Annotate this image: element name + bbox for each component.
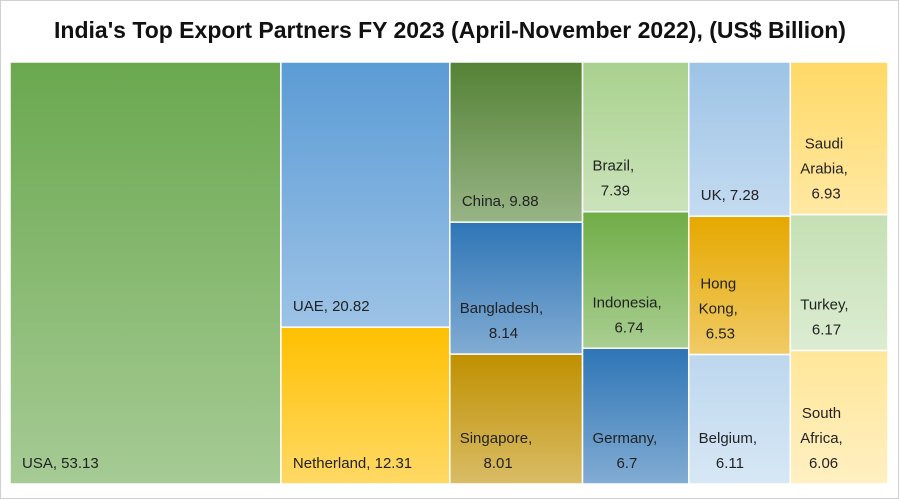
cell-label: Singapore, 8.01 [460,430,537,472]
treemap-cell [449,353,584,485]
cell-label: Germany, 6.7 [592,430,661,472]
treemap-cell [789,349,889,485]
cell-label: South Africa, 6.06 [800,405,847,472]
treemap-cell [581,210,690,350]
chart-title: India's Top Export Partners FY 2023 (Apr… [54,17,846,43]
treemap-cell [449,61,584,223]
cell-label: USA, 53.13 [22,455,99,472]
cell-label: Indonesia, 6.74 [592,294,665,336]
cell-label: Bangladesh, 8.14 [460,300,548,342]
cell-label: Saudi Arabia, 6.93 [800,136,852,203]
treemap-cell [280,61,451,328]
treemap-cell [789,213,889,352]
cell-label: Hong Kong, 6.53 [699,276,742,343]
treemap-cell [687,353,792,485]
treemap-cell [449,221,584,355]
cell-label: UAE, 20.82 [293,298,370,315]
treemap-cell [9,61,282,485]
cell-label: Netherland, 12.31 [293,455,412,472]
treemap-cell [581,347,690,485]
treemap-cell [280,326,451,485]
treemap-cell [581,61,690,213]
cell-label: Turkey, 6.17 [800,297,853,339]
cell-label: UK, 7.28 [701,187,759,204]
cell-label: China, 9.88 [462,193,539,210]
cell-label: Belgium, 6.11 [699,430,762,472]
cell-label: Brazil, 7.39 [592,158,638,200]
